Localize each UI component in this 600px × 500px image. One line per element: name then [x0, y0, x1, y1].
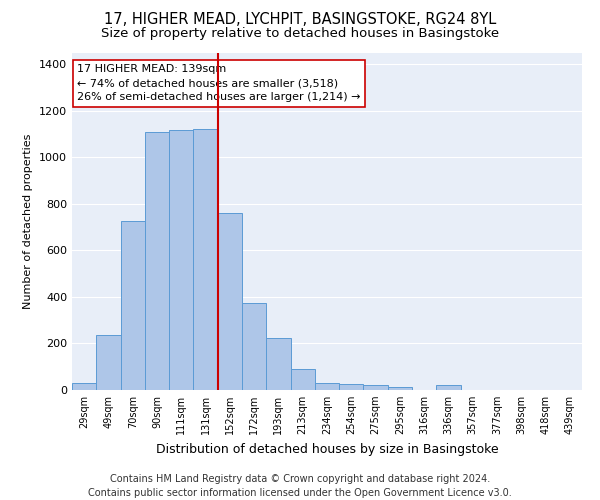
Bar	[266, 338, 290, 390]
Bar	[145, 132, 169, 390]
X-axis label: Distribution of detached houses by size in Basingstoke: Distribution of detached houses by size …	[155, 442, 499, 456]
Bar	[72, 383, 96, 390]
Bar	[436, 386, 461, 390]
Bar	[315, 383, 339, 390]
Bar	[121, 221, 145, 390]
Bar	[193, 130, 218, 390]
Y-axis label: Number of detached properties: Number of detached properties	[23, 134, 34, 309]
Text: Contains HM Land Registry data © Crown copyright and database right 2024.
Contai: Contains HM Land Registry data © Crown c…	[88, 474, 512, 498]
Bar	[218, 213, 242, 390]
Bar	[96, 336, 121, 390]
Bar	[339, 384, 364, 390]
Bar	[388, 386, 412, 390]
Text: 17 HIGHER MEAD: 139sqm
← 74% of detached houses are smaller (3,518)
26% of semi-: 17 HIGHER MEAD: 139sqm ← 74% of detached…	[77, 64, 361, 102]
Bar	[364, 386, 388, 390]
Bar	[290, 369, 315, 390]
Text: Size of property relative to detached houses in Basingstoke: Size of property relative to detached ho…	[101, 28, 499, 40]
Bar	[242, 302, 266, 390]
Text: 17, HIGHER MEAD, LYCHPIT, BASINGSTOKE, RG24 8YL: 17, HIGHER MEAD, LYCHPIT, BASINGSTOKE, R…	[104, 12, 496, 28]
Bar	[169, 130, 193, 390]
